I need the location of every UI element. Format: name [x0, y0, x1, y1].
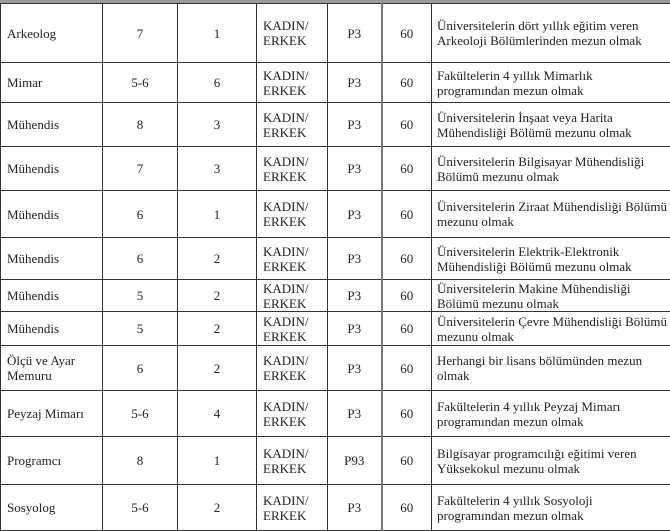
score-type-cell: P3 [328, 312, 382, 346]
requirement-cell: Herhangi bir lisans bölümünden mezun olm… [432, 346, 670, 391]
position-title: Mühendis [1, 238, 103, 280]
level-cell: 7 [103, 4, 178, 63]
requirement-cell: Fakültelerin 4 yıllık Peyzaj Mimarı prog… [432, 391, 670, 437]
score-type-cell: P3 [328, 103, 382, 147]
count-cell: 1 [178, 4, 257, 63]
count-cell: 3 [178, 147, 257, 191]
score-type-cell: P3 [328, 191, 382, 238]
min-score-cell: 60 [382, 147, 432, 191]
count-cell: 2 [178, 280, 257, 312]
min-score-cell: 60 [382, 103, 432, 147]
position-title: Mühendis [1, 103, 103, 147]
requirement-cell: Üniversitelerin Ziraat Mühendisliği Bölü… [432, 191, 670, 238]
gender-cell: KADIN/ ERKEK [257, 4, 328, 63]
count-cell: 4 [178, 391, 257, 437]
gender-cell: KADIN/ ERKEK [257, 280, 328, 312]
position-title: Mühendis [1, 147, 103, 191]
score-type-cell: P3 [328, 280, 382, 312]
position-title: Mimar [1, 63, 103, 103]
position-title: Programcı [1, 437, 103, 485]
level-cell: 6 [103, 238, 178, 280]
min-score-cell: 60 [382, 191, 432, 238]
level-cell: 5-6 [103, 63, 178, 103]
score-type-cell: P3 [328, 391, 382, 437]
min-score-cell: 60 [382, 63, 432, 103]
gender-cell: KADIN/ ERKEK [257, 312, 328, 346]
score-type-cell: P3 [328, 238, 382, 280]
min-score-cell: 60 [382, 391, 432, 437]
level-cell: 6 [103, 346, 178, 391]
count-cell: 6 [178, 63, 257, 103]
gender-cell: KADIN/ ERKEK [257, 238, 328, 280]
min-score-cell: 60 [382, 4, 432, 63]
score-type-cell: P3 [328, 485, 382, 531]
gender-cell: KADIN/ ERKEK [257, 191, 328, 238]
level-cell: 7 [103, 147, 178, 191]
requirement-cell: Fakültelerin 4 yıllık Mimarlık programın… [432, 63, 670, 103]
count-cell: 3 [178, 103, 257, 147]
position-title: Peyzaj Mimarı [1, 391, 103, 437]
requirement-cell: Üniversitelerin Bilgisayar Mühendisliği … [432, 147, 670, 191]
gender-cell: KADIN/ ERKEK [257, 485, 328, 531]
gender-cell: KADIN/ ERKEK [257, 63, 328, 103]
level-cell: 5-6 [103, 391, 178, 437]
gender-cell: KADIN/ ERKEK [257, 103, 328, 147]
count-cell: 2 [178, 346, 257, 391]
min-score-cell: 60 [382, 485, 432, 531]
level-cell: 6 [103, 191, 178, 238]
level-cell: 8 [103, 103, 178, 147]
requirement-cell: Üniversitelerin dört yıllık eğitim veren… [432, 4, 670, 63]
position-title: Sosyolog [1, 485, 103, 531]
requirement-cell: Üniversitelerin Makine Mühendisliği Bölü… [432, 280, 670, 312]
requirement-cell: Üniversitelerin Elektrik-Elektronik Mühe… [432, 238, 670, 280]
position-title: Ölçü ve Ayar Memuru [1, 346, 103, 391]
count-cell: 1 [178, 437, 257, 485]
count-cell: 1 [178, 191, 257, 238]
level-cell: 5 [103, 280, 178, 312]
gender-cell: KADIN/ ERKEK [257, 391, 328, 437]
requirement-cell: Fakültelerin 4 yıllık Sosyoloji programı… [432, 485, 670, 531]
count-cell: 2 [178, 485, 257, 531]
requirement-cell: Üniversitelerin Çevre Mühendisliği Bölüm… [432, 312, 670, 346]
min-score-cell: 60 [382, 280, 432, 312]
position-title: Mühendis [1, 312, 103, 346]
min-score-cell: 60 [382, 312, 432, 346]
min-score-cell: 60 [382, 346, 432, 391]
score-type-cell: P3 [328, 4, 382, 63]
position-title: Mühendis [1, 280, 103, 312]
level-cell: 5-6 [103, 485, 178, 531]
score-type-cell: P3 [328, 346, 382, 391]
count-cell: 2 [178, 238, 257, 280]
min-score-cell: 60 [382, 437, 432, 485]
score-type-cell: P3 [328, 63, 382, 103]
gender-cell: KADIN/ ERKEK [257, 437, 328, 485]
level-cell: 8 [103, 437, 178, 485]
gender-cell: KADIN/ ERKEK [257, 147, 328, 191]
min-score-cell: 60 [382, 238, 432, 280]
position-title: Mühendis [1, 191, 103, 238]
count-cell: 2 [178, 312, 257, 346]
requirement-cell: Bilgisayar programcılığı eğitimi veren Y… [432, 437, 670, 485]
gender-cell: KADIN/ ERKEK [257, 346, 328, 391]
requirement-cell: Üniversitelerin İnşaat veya Harita Mühen… [432, 103, 670, 147]
score-type-cell: P93 [328, 437, 382, 485]
level-cell: 5 [103, 312, 178, 346]
score-type-cell: P3 [328, 147, 382, 191]
position-title: Arkeolog [1, 4, 103, 63]
